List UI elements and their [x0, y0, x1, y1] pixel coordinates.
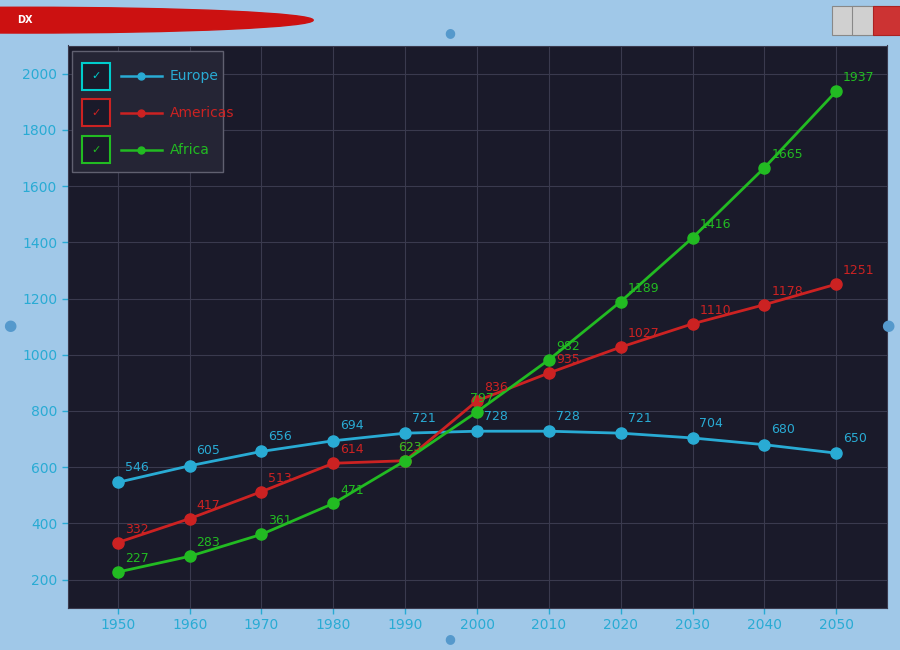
- Text: Americas: Americas: [170, 106, 234, 120]
- Text: 836: 836: [484, 381, 508, 394]
- Text: ✓: ✓: [92, 144, 101, 155]
- Text: 694: 694: [340, 419, 364, 432]
- Text: 513: 513: [268, 472, 292, 485]
- Text: 332: 332: [125, 523, 148, 536]
- Text: 623: 623: [398, 441, 422, 454]
- FancyBboxPatch shape: [832, 6, 869, 34]
- Text: 1027: 1027: [627, 327, 660, 340]
- Text: 1178: 1178: [771, 285, 803, 298]
- Text: ✓: ✓: [92, 108, 101, 118]
- Text: 680: 680: [771, 423, 796, 436]
- Text: 650: 650: [843, 432, 867, 445]
- Text: 1665: 1665: [771, 148, 803, 161]
- Text: 471: 471: [340, 484, 364, 497]
- Text: 721: 721: [412, 412, 436, 425]
- Text: Africa: Africa: [170, 142, 210, 157]
- Text: 546: 546: [125, 461, 148, 474]
- FancyBboxPatch shape: [873, 6, 900, 34]
- Text: 1416: 1416: [699, 218, 731, 231]
- Text: 417: 417: [196, 499, 220, 512]
- Text: 623: 623: [398, 441, 422, 454]
- Text: 361: 361: [268, 514, 292, 527]
- Text: 1189: 1189: [627, 281, 660, 294]
- Text: 721: 721: [627, 412, 652, 425]
- Text: 605: 605: [196, 445, 220, 458]
- Text: 728: 728: [556, 410, 580, 423]
- Text: 935: 935: [556, 353, 580, 366]
- Text: 227: 227: [125, 552, 148, 565]
- FancyBboxPatch shape: [82, 63, 110, 90]
- Text: 797: 797: [470, 392, 494, 405]
- Text: ●: ●: [445, 632, 455, 645]
- Text: 704: 704: [699, 417, 724, 430]
- Text: 1937: 1937: [843, 72, 875, 84]
- Text: 283: 283: [196, 536, 220, 549]
- Text: 656: 656: [268, 430, 292, 443]
- Text: 728: 728: [484, 410, 508, 423]
- FancyBboxPatch shape: [82, 136, 110, 163]
- Text: 982: 982: [556, 340, 580, 353]
- Text: VCL Charts: Line View Tutorial: VCL Charts: Line View Tutorial: [47, 13, 255, 27]
- Text: 1110: 1110: [699, 304, 731, 317]
- Text: ✓: ✓: [92, 72, 101, 81]
- Text: ●: ●: [445, 26, 455, 39]
- FancyBboxPatch shape: [72, 51, 223, 172]
- Text: DX: DX: [17, 15, 33, 25]
- FancyBboxPatch shape: [82, 99, 110, 127]
- Circle shape: [0, 7, 313, 33]
- Text: Europe: Europe: [170, 70, 219, 83]
- Text: 614: 614: [340, 443, 364, 456]
- Text: 1251: 1251: [843, 265, 875, 278]
- Text: ●: ●: [881, 317, 895, 333]
- Text: ●: ●: [3, 317, 16, 333]
- FancyBboxPatch shape: [852, 6, 890, 34]
